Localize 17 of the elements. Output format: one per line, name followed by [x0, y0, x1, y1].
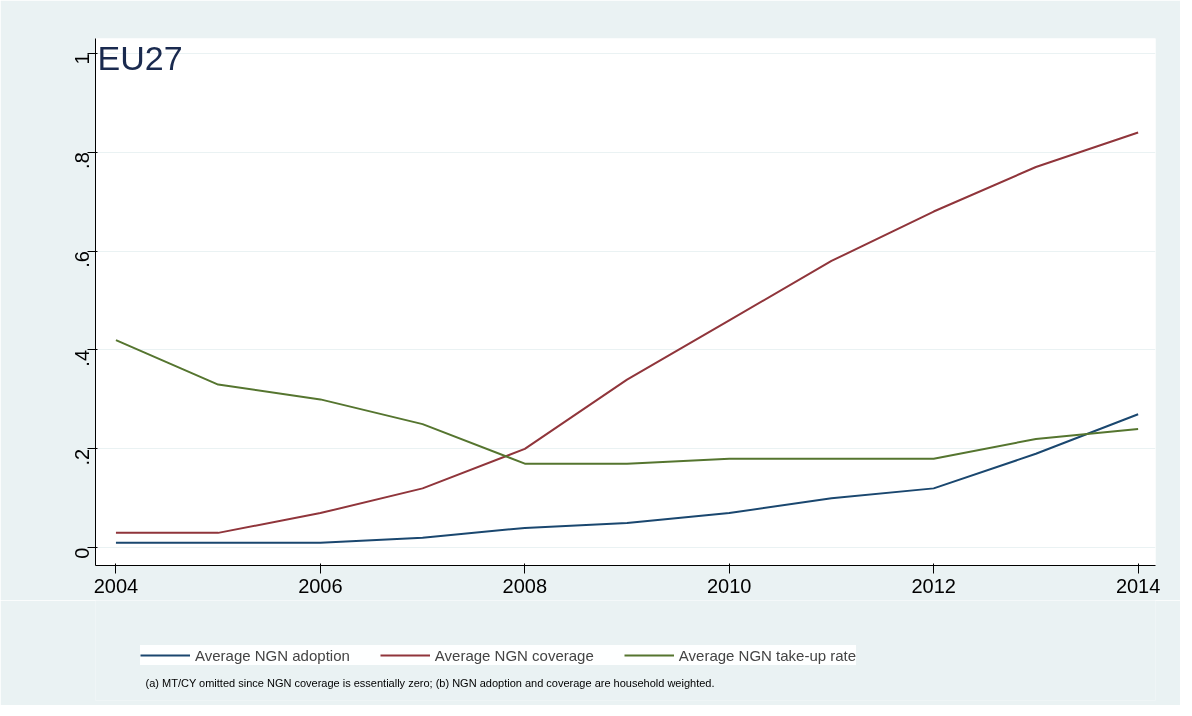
y-tick-label: 1 [71, 53, 94, 65]
y-tick-label: .2 [71, 448, 94, 466]
x-tick-label: 2006 [298, 574, 343, 597]
x-tick-label: 2008 [502, 574, 548, 597]
legend-label: Average NGN adoption [195, 646, 350, 664]
y-tick-label: .6 [71, 251, 94, 268]
y-tick-label: .8 [71, 152, 94, 169]
y-tick-label: 0 [71, 547, 94, 559]
chart-title: EU27 [97, 38, 183, 77]
x-tick-label: 2010 [707, 574, 752, 597]
x-tick-label: 2014 [1115, 574, 1161, 597]
legend-label: Average NGN coverage [434, 646, 594, 664]
x-tick-label: 2004 [93, 574, 139, 597]
legend-label: Average NGN take-up rate [678, 646, 857, 664]
text: (a) MT/CY omitted since NGN coverage is essentially zero; (b) NGN adoption and coverage are household weighted. [145, 676, 715, 689]
y-tick-label: .4 [71, 349, 94, 367]
x-tick-label: 2012 [911, 574, 956, 597]
